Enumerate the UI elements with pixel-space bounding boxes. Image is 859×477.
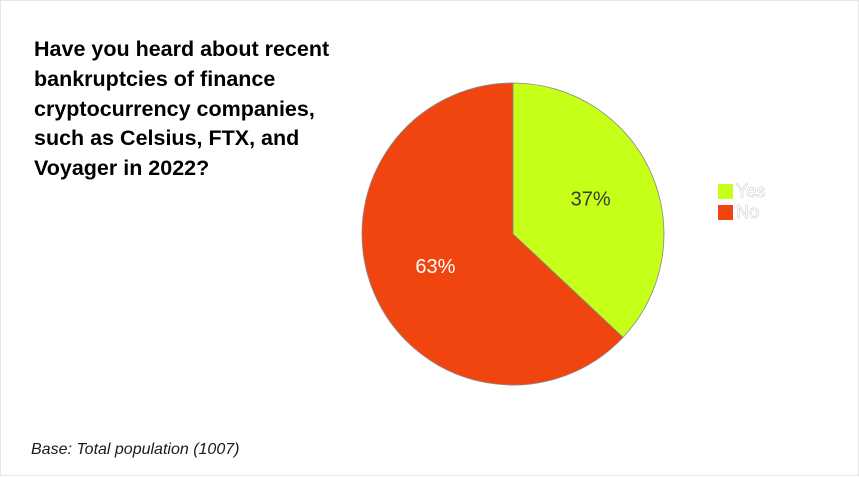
chart-question-title: Have you heard about recent bankruptcies…: [34, 37, 330, 181]
legend-item-yes: Yes: [718, 181, 766, 202]
legend-swatch-yes: [718, 184, 733, 199]
legend-label-no: No: [736, 202, 760, 223]
pie-slice-no: [361, 82, 624, 386]
pie-label-no: 63%: [415, 256, 455, 278]
pie-slice-yes: [512, 82, 665, 338]
legend-item-no: No: [718, 202, 765, 223]
base-note: Base: Total population (1007): [31, 441, 240, 458]
legend-label-yes: Yes: [736, 181, 766, 202]
legend-swatch-no: [718, 205, 733, 220]
chart-legend: Yes No: [718, 181, 766, 223]
pie-label-yes: 37%: [571, 189, 611, 211]
